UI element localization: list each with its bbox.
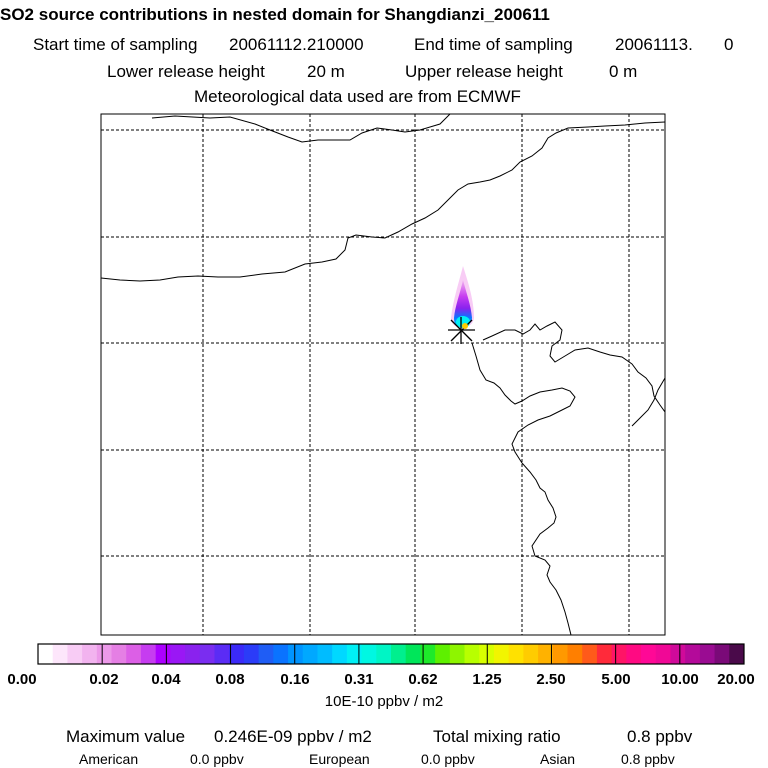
colorbar-tick-9: 5.00 [601, 671, 631, 688]
end-time-label: End time of sampling [414, 35, 573, 54]
colorbar-swatch-40 [626, 644, 642, 664]
station-marker [448, 317, 475, 344]
colorbar-swatch-22 [361, 644, 377, 664]
coastline [471, 342, 576, 635]
asian-value: 0.8 ppbv [621, 751, 675, 767]
colorbar-tick-3: 0.08 [215, 671, 245, 688]
colorbar-tick-5: 0.31 [344, 671, 374, 688]
border-north [151, 114, 451, 143]
max-value: 0.246E-09 ppbv / m2 [214, 727, 372, 746]
colorbar-tick-1: 0.02 [89, 671, 119, 688]
plume-core [453, 280, 472, 327]
colorbar-tick-11: 20.00 [717, 671, 755, 688]
european-label: European [309, 751, 370, 767]
colorbar-swatch-13 [229, 644, 245, 664]
colorbar-swatch-37 [582, 644, 598, 664]
colorbar-swatch-23 [376, 644, 392, 664]
colorbar-swatch-43 [670, 644, 686, 664]
colorbar-swatch-29 [464, 644, 480, 664]
colorbar-swatch-21 [346, 644, 363, 664]
colorbar-swatch-11 [199, 644, 215, 664]
colorbar-swatch-26 [420, 644, 436, 664]
asian-label: Asian [540, 751, 576, 767]
colorbar-swatch-32 [508, 644, 524, 664]
colorbar-swatch-2 [67, 644, 83, 664]
colorbar-swatch-12 [214, 644, 230, 664]
colorbar-swatch-19 [317, 644, 333, 664]
colorbar-swatch-39 [611, 644, 627, 664]
colorbar-swatch-5 [111, 644, 127, 664]
end-time-value: 20061113. [615, 35, 693, 54]
colorbar-swatch-18 [302, 644, 318, 664]
colorbar-tick-6: 0.62 [408, 671, 438, 688]
colorbar-swatch-38 [596, 644, 613, 664]
colorbar-swatch-24 [391, 644, 407, 664]
colorbar-swatch-16 [273, 644, 289, 664]
colorbar-swatch-31 [493, 644, 510, 664]
colorbar-swatch-33 [523, 644, 539, 664]
colorbar-swatch-17 [288, 644, 304, 664]
start-time-value: 20061112.210000 [229, 35, 364, 54]
border-inner [101, 121, 665, 282]
colorbar [38, 644, 745, 664]
colorbar-frame [37, 643, 745, 665]
colorbar-unit-label: 10E-10 ppbv / m2 [324, 693, 444, 710]
colorbar-swatch-15 [258, 644, 274, 664]
colorbar-tick-7: 1.25 [472, 671, 502, 688]
colorbar-swatch-9 [170, 644, 186, 664]
american-label: American [79, 751, 139, 767]
colorbar-swatch-7 [140, 644, 157, 664]
colorbar-swatch-45 [699, 644, 716, 664]
colorbar-tick-2: 0.04 [151, 671, 181, 688]
american-value: 0.0 ppbv [190, 751, 244, 767]
start-time-label: Start time of sampling [33, 35, 198, 54]
lower-height-label: Lower release height [107, 62, 265, 81]
colorbar-tick-0: 0.00 [7, 671, 37, 688]
colorbar-swatch-46 [714, 644, 730, 664]
colorbar-swatch-6 [126, 644, 142, 664]
colorbar-swatch-10 [185, 644, 201, 664]
colorbar-swatch-25 [405, 644, 421, 664]
border-korea [482, 321, 665, 413]
european-value: 0.0 ppbv [421, 751, 475, 767]
colorbar-swatch-8 [155, 644, 171, 664]
colorbar-swatch-14 [243, 644, 260, 664]
lower-height-value: 20 m [307, 62, 345, 81]
colorbar-swatch-4 [96, 644, 113, 664]
chart-title: SO2 source contributions in nested domai… [0, 5, 550, 24]
coastline-east [631, 377, 665, 427]
colorbar-swatch-47 [729, 644, 745, 664]
colorbar-swatch-28 [449, 644, 466, 664]
total-mixing-value: 0.8 ppbv [627, 727, 693, 746]
colorbar-swatch-3 [82, 644, 98, 664]
colorbar-tick-8: 2.50 [536, 671, 566, 688]
colorbar-tick-lines [101, 644, 681, 664]
total-mixing-label: Total mixing ratio [433, 727, 561, 746]
colorbar-swatch-41 [641, 644, 657, 664]
colorbar-tick-4: 0.16 [280, 671, 310, 688]
gridlines [101, 114, 665, 635]
colorbar-swatch-27 [435, 644, 451, 664]
colorbar-swatch-36 [567, 644, 583, 664]
colorbar-swatch-42 [655, 644, 671, 664]
max-value-label: Maximum value [66, 727, 186, 746]
colorbar-tick-10: 10.00 [661, 671, 699, 688]
colorbar-swatch-0 [38, 644, 54, 664]
upper-height-label: Upper release height [405, 62, 563, 81]
end-time-suffix: 0 [724, 35, 734, 54]
colorbar-swatch-20 [332, 644, 348, 664]
met-data-label: Meteorological data used are from ECMWF [194, 87, 521, 106]
colorbar-swatch-34 [538, 644, 554, 664]
colorbar-swatch-1 [52, 644, 68, 664]
map-frame [100, 113, 666, 636]
upper-height-value: 0 m [609, 62, 638, 81]
colorbar-swatch-44 [685, 644, 701, 664]
colorbar-swatch-35 [552, 644, 568, 664]
